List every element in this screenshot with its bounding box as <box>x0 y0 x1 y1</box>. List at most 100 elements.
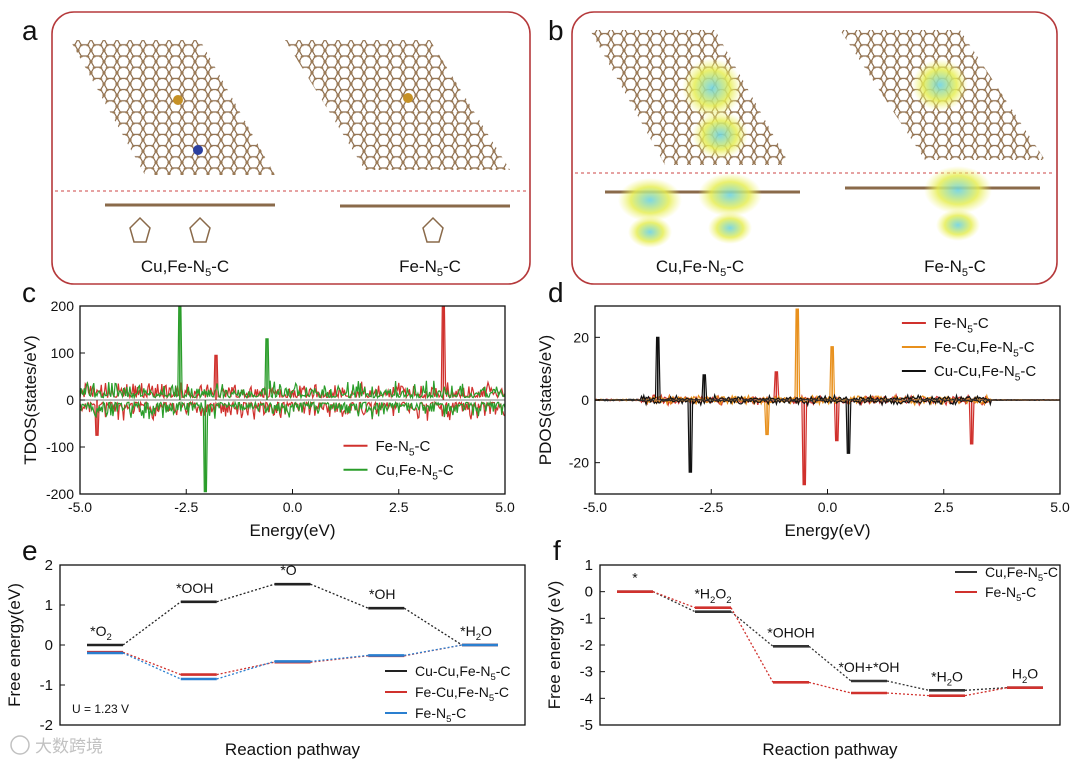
curve-group <box>80 306 505 493</box>
legend-label: Fe-N5-C <box>985 584 1036 604</box>
connector-line <box>652 591 696 609</box>
y-tick-label: 0 <box>45 637 53 654</box>
y-axis-label: Free energy(eV) <box>5 583 24 707</box>
connector-line <box>808 645 852 682</box>
y-tick-label: -1 <box>580 610 593 627</box>
step-label: *H2O <box>931 668 963 688</box>
legend-label: Cu-Cu,Fe-N5-C <box>934 363 1037 384</box>
step-label: *OH+*OH <box>838 659 899 675</box>
chart-area: c-5.0 -2.5 0.0 2.5 5.02001000-100-200Energy(… <box>5 277 1070 759</box>
charge-density-cloud <box>698 173 762 217</box>
charge-density-cloud <box>708 212 752 244</box>
connector-line <box>886 692 930 697</box>
imidazole-ring <box>129 216 151 243</box>
connector-line <box>216 661 275 676</box>
x-axis-label: Energy(eV) <box>250 521 336 540</box>
curve-group <box>595 308 1060 486</box>
panel-b: b Cu,Fe-N5-C Fe-N5-C <box>548 11 1058 285</box>
x-tick-label: 5.0 <box>1050 499 1070 515</box>
fe-atom <box>173 95 183 105</box>
label-fe-n5-c: Fe-N5-C <box>399 257 461 279</box>
connector-line <box>886 680 930 691</box>
series-line-Cu-Cu,Fe-N5-C-down <box>595 397 1060 473</box>
charge-density-cloud <box>924 166 992 214</box>
panel-c: c -5.0 -2.5 0.0 2.5 5.0 200 100 0 -100 -200 Energy(… <box>21 277 515 540</box>
charge-density-cloud <box>936 209 980 241</box>
y-tick-label: -5 <box>580 717 593 734</box>
label-fe-n5-c: Fe-N5-C <box>924 257 986 279</box>
y-tick-label: 0 <box>585 584 593 601</box>
y-tick-label: -1 <box>40 677 53 694</box>
y-tick-label: 20 <box>573 329 589 345</box>
y-axis-label: PDOS(states/eV) <box>536 335 555 465</box>
structure-top-cu-fe <box>70 40 275 175</box>
panel-f: f 1 0 -1 -2 -3 -4 -5 Reaction pathway Free energy… <box>545 535 1061 759</box>
y-tick-label: -2 <box>40 717 53 734</box>
y-tick-label: -2 <box>580 637 593 654</box>
panel-a: a Cu,Fe-N5-C Fe-N5-C <box>22 11 531 285</box>
y-tick-label: -20 <box>569 455 589 471</box>
panel-b-frame <box>571 11 1058 285</box>
connector-line <box>730 607 774 683</box>
label-cu-fe-n5-c: Cu,Fe-N5-C <box>141 257 229 279</box>
y-tick-label: -4 <box>580 690 593 707</box>
x-tick-label: 2.5 <box>934 499 954 515</box>
x-axis-label: Reaction pathway <box>762 740 898 759</box>
legend-label: Cu,Fe-N5-C <box>985 564 1058 584</box>
connector-line <box>730 611 774 647</box>
x-tick-label: -2.5 <box>174 499 198 515</box>
connector-line <box>216 583 275 603</box>
panel-a-frame <box>51 11 531 285</box>
series-line-Fe-N5-C-up <box>80 306 505 400</box>
panel-e-letter: e <box>22 535 38 566</box>
panel-b-letter: b <box>548 15 564 46</box>
step-label: H2O <box>1012 666 1038 686</box>
y-tick-label: 1 <box>585 557 593 574</box>
charge-density-cloud <box>682 58 742 118</box>
connector-line <box>122 651 181 676</box>
charge-density-cloud <box>912 59 968 111</box>
series-line-Cu,Fe-N5-C-down <box>80 400 505 493</box>
connector-line <box>216 660 275 680</box>
x-tick-label: -5.0 <box>583 499 607 515</box>
panel-d: d -5.0 -2.5 0.0 2.5 5.0 20 0 -20 Energy(eV) PDOS(s… <box>536 277 1070 540</box>
cu-atom <box>193 145 203 155</box>
legend-label: Cu,Fe-N5-C <box>376 462 454 483</box>
connector-line <box>808 681 852 694</box>
panel-d-letter: d <box>548 277 564 308</box>
legend-label: Fe-Cu,Fe-N5-C <box>415 684 509 704</box>
legend-label: Fe-N5-C <box>415 705 466 725</box>
watermark-text: 大数跨境 <box>35 737 103 756</box>
step-label: *OOH <box>176 580 213 596</box>
step-label: *H2O <box>460 623 492 643</box>
structure-top-fe <box>285 40 510 170</box>
connector-line <box>403 607 463 646</box>
connector-line <box>310 654 369 663</box>
imidazole-ring <box>189 216 211 243</box>
connector-line <box>310 583 369 609</box>
watermark: 大数跨境 <box>10 735 103 756</box>
connector-line <box>122 601 182 646</box>
fe-atom <box>403 93 413 103</box>
step-label: *O2 <box>90 623 112 643</box>
charge-density-cloud <box>692 111 748 159</box>
y-axis-label: Free energy (eV) <box>545 581 564 710</box>
panel-a-letter: a <box>22 15 38 46</box>
y-tick-label: -200 <box>46 486 74 502</box>
step-label: * <box>632 570 638 586</box>
step-label: *O <box>280 562 296 578</box>
panel-c-letter: c <box>22 277 36 308</box>
legend-label: Fe-N5-C <box>376 438 431 459</box>
label-cu-fe-n5-c: Cu,Fe-N5-C <box>656 257 744 279</box>
annotation: U = 1.23 V <box>72 702 129 716</box>
connector-line <box>122 652 182 680</box>
y-tick-label: -100 <box>46 439 74 455</box>
x-tick-label: 0.0 <box>818 499 838 515</box>
x-tick-label: 5.0 <box>495 499 515 515</box>
x-tick-label: 2.5 <box>389 499 409 515</box>
y-axis-label: TDOS(states/eV) <box>21 335 40 464</box>
y-tick-label: 0 <box>581 392 589 408</box>
x-tick-label: 0.0 <box>283 499 303 515</box>
x-tick-label: -5.0 <box>68 499 92 515</box>
